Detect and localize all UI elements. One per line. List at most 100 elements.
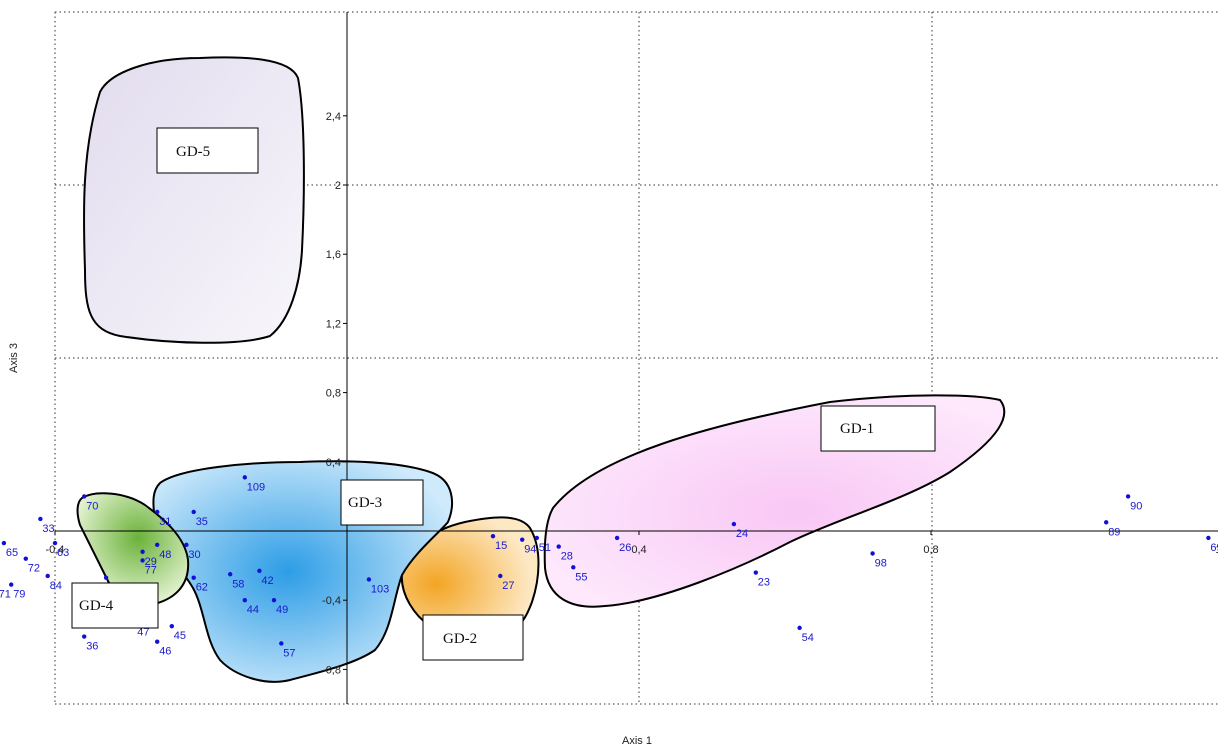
point-label: 36 xyxy=(86,641,98,653)
group-label-gd-1: GD-1 xyxy=(840,421,874,437)
data-point xyxy=(155,542,160,548)
point-label: 65 xyxy=(6,547,18,559)
group-label-gd-3: GD-3 xyxy=(348,495,382,511)
data-point xyxy=(103,575,109,580)
data-point xyxy=(520,537,525,542)
data-point xyxy=(82,494,87,499)
data-point xyxy=(279,641,284,646)
group-box-gd-2: GD-2 xyxy=(422,614,524,661)
y-axis-title: Axis 3 xyxy=(8,343,20,373)
x-axis-title: Axis 1 xyxy=(622,735,652,747)
point-label: 90 xyxy=(1130,500,1142,512)
y-tick-label: 0,4 xyxy=(326,457,341,469)
data-point xyxy=(242,598,247,603)
x-tick-label: 0,4 xyxy=(631,544,646,556)
data-point xyxy=(155,639,160,644)
group-box-gd-3-frame xyxy=(340,479,424,526)
point-label: 44 xyxy=(247,604,259,616)
group-box-gd-4: GD-4 xyxy=(71,582,159,629)
data-point xyxy=(870,551,875,556)
data-point xyxy=(242,475,247,480)
group-box-gd-5: GD-5 xyxy=(156,127,259,174)
point-label: 23 xyxy=(758,577,770,589)
point-label: 63 xyxy=(57,547,69,559)
data-point xyxy=(498,573,503,579)
group-box-gd-3: GD-3 xyxy=(340,479,424,526)
data-point xyxy=(614,535,620,541)
y-tick-label: 1,6 xyxy=(326,249,341,261)
point-label: 62 xyxy=(196,582,208,594)
data-point xyxy=(1206,535,1211,541)
group-box-gd-1-frame xyxy=(820,405,936,452)
point-label: 71 xyxy=(0,589,11,601)
y-tick-label: -0,8 xyxy=(322,664,341,676)
point-label: 42 xyxy=(261,575,273,587)
point-label: 49 xyxy=(276,604,288,616)
data-point xyxy=(38,516,43,522)
point-label: 46 xyxy=(159,646,171,658)
y-tick-label: 2,4 xyxy=(326,111,341,123)
point-label: 84 xyxy=(50,580,62,592)
point-label: 29 xyxy=(145,556,157,568)
point-label: 77 xyxy=(145,564,157,576)
data-point xyxy=(731,521,737,527)
data-point xyxy=(797,625,802,631)
group-box-gd-1: GD-1 xyxy=(820,405,936,452)
point-label: 48 xyxy=(159,549,171,561)
point-label: 15 xyxy=(495,540,507,552)
data-points: 1921222013890896998522426552327541097031… xyxy=(0,475,1218,659)
data-point xyxy=(52,540,58,546)
point-label: 28 xyxy=(561,551,573,563)
data-point xyxy=(271,598,277,603)
point-label: 69 xyxy=(1210,542,1218,554)
point-label: 72 xyxy=(28,563,40,575)
point-label: 54 xyxy=(802,632,814,644)
data-point xyxy=(571,565,576,570)
group-box-gd-2-frame xyxy=(422,614,524,661)
x-tick-label: 1,2 xyxy=(1215,544,1218,556)
axes xyxy=(55,12,1218,704)
data-point xyxy=(753,570,758,575)
point-label: 58 xyxy=(232,578,244,590)
data-point xyxy=(169,623,174,629)
data-point xyxy=(534,535,539,541)
data-point xyxy=(1125,494,1131,499)
x-tick-label: 0,8 xyxy=(923,544,938,556)
group-label-gd-2: GD-2 xyxy=(443,631,477,647)
data-point xyxy=(1104,520,1109,525)
data-point xyxy=(155,509,160,515)
point-label: 55 xyxy=(575,571,587,583)
point-label: 26 xyxy=(619,542,631,554)
group-box-gd-4-frame xyxy=(71,582,159,629)
data-point xyxy=(490,533,496,539)
point-label: 51 xyxy=(539,542,551,554)
point-label: 45 xyxy=(174,630,186,642)
data-point xyxy=(184,542,189,548)
y-tick-label: 1,2 xyxy=(326,318,341,330)
hull-gd-5 xyxy=(82,56,305,344)
y-tick-label: 0,8 xyxy=(326,388,341,400)
point-label: 33 xyxy=(42,523,54,535)
point-label: 98 xyxy=(875,557,887,569)
data-point xyxy=(556,544,561,549)
point-label: 24 xyxy=(736,528,748,540)
group-label-gd-5: GD-5 xyxy=(176,144,210,160)
point-label: 27 xyxy=(502,580,514,592)
data-point xyxy=(140,558,145,563)
data-point xyxy=(140,549,145,554)
point-label: 89 xyxy=(1108,526,1120,538)
group-label-gd-4: GD-4 xyxy=(79,598,114,614)
data-point xyxy=(45,573,50,579)
point-label: 30 xyxy=(188,549,200,561)
data-point xyxy=(9,582,14,587)
point-label: 103 xyxy=(371,583,389,595)
point-label: 35 xyxy=(196,516,208,528)
data-point xyxy=(228,572,233,577)
data-point xyxy=(191,509,196,515)
point-label: 47 xyxy=(137,627,149,639)
group-box-gd-5-frame xyxy=(156,127,259,174)
point-label: 57 xyxy=(283,647,295,659)
point-label: 79 xyxy=(13,589,25,601)
